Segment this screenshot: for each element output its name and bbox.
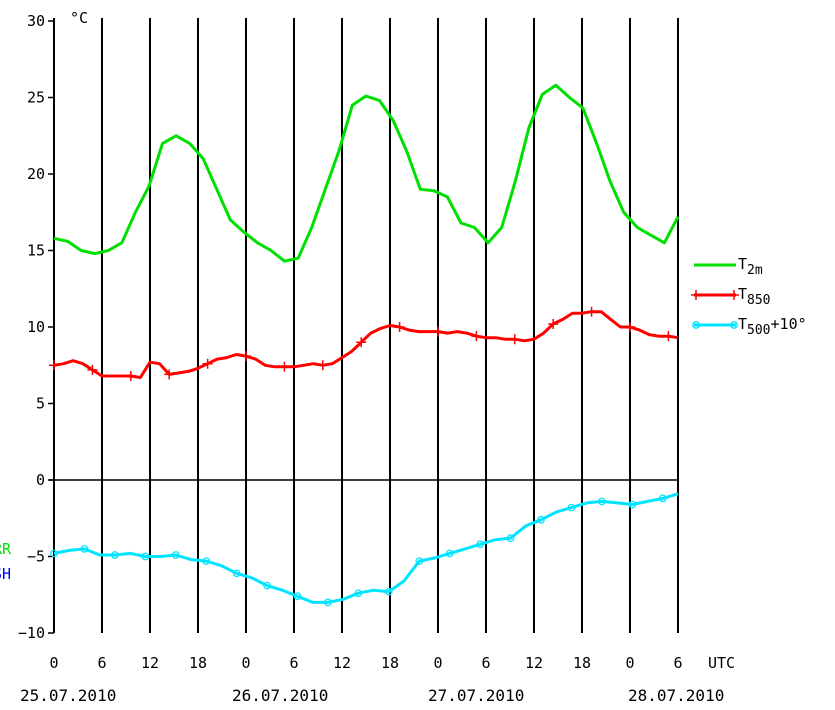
y-tick-label: 15 bbox=[27, 242, 45, 260]
y-tick-label: 25 bbox=[27, 89, 45, 107]
legend-marker-850 bbox=[729, 290, 739, 300]
data-point-850 bbox=[356, 337, 367, 348]
series-line-2m bbox=[53, 83, 680, 263]
data-point-500 bbox=[232, 569, 241, 578]
x-tick-label: 18 bbox=[189, 654, 207, 672]
data-point-500 bbox=[628, 500, 637, 509]
data-point-850 bbox=[279, 361, 290, 372]
x-tick-label: 6 bbox=[481, 654, 490, 672]
axis-labels: °C UTC RR SH 0 6 12 18 0 6 12 18 0 6 12 18 0 6 25.07.2… bbox=[0, 9, 735, 705]
data-point-500 bbox=[476, 540, 484, 549]
data-point-500 bbox=[293, 592, 302, 601]
y-tick-label: 5 bbox=[36, 395, 45, 413]
axes bbox=[48, 18, 678, 634]
data-point-500 bbox=[324, 598, 332, 607]
x-tick-label: 0 bbox=[625, 654, 634, 672]
x-tick-label: 6 bbox=[289, 654, 298, 672]
data-point-850 bbox=[125, 370, 136, 381]
data-point-850 bbox=[394, 322, 405, 332]
x-tick-label: 0 bbox=[433, 654, 442, 672]
data-point-850 bbox=[241, 351, 251, 362]
date-label: 27.07.2010 bbox=[428, 686, 524, 705]
legend: T2m T850 T500+10° bbox=[691, 255, 807, 338]
left-label-rr: RR bbox=[0, 540, 12, 558]
x-tick-label: 12 bbox=[141, 654, 159, 672]
time-unit-label: UTC bbox=[708, 654, 735, 672]
y-tick-label: 0 bbox=[36, 471, 45, 489]
y-tick-label: 20 bbox=[27, 165, 45, 183]
data-point-500 bbox=[141, 552, 150, 561]
data-point-850 bbox=[625, 322, 635, 332]
x-tick-label: 6 bbox=[673, 654, 682, 672]
legend-label-500: T500+10° bbox=[738, 315, 807, 338]
y-tick-label: 30 bbox=[27, 12, 45, 30]
x-tick-label: 0 bbox=[241, 654, 250, 672]
data-point-500 bbox=[506, 534, 515, 542]
data-point-500 bbox=[171, 551, 180, 559]
data-point-850 bbox=[49, 360, 59, 371]
legend-marker-500 bbox=[692, 321, 700, 329]
data-point-500 bbox=[537, 515, 545, 524]
data-point-500 bbox=[445, 549, 454, 558]
x-tick-label: 0 bbox=[49, 654, 58, 672]
legend-label-2m: T2m bbox=[738, 255, 763, 278]
data-point-500 bbox=[567, 503, 576, 512]
series-lines bbox=[49, 83, 680, 607]
x-tick-label: 6 bbox=[97, 654, 106, 672]
data-point-850 bbox=[202, 358, 213, 369]
grid-lines bbox=[101, 18, 679, 633]
left-label-sh: SH bbox=[0, 565, 11, 583]
data-point-850 bbox=[87, 364, 98, 375]
unit-label: °C bbox=[70, 9, 88, 27]
data-point-500 bbox=[354, 589, 363, 598]
data-point-850 bbox=[317, 360, 328, 371]
y-tick-label: −10 bbox=[18, 624, 45, 642]
x-tick-label: 18 bbox=[573, 654, 591, 672]
date-label: 28.07.2010 bbox=[628, 686, 724, 705]
data-point-500 bbox=[415, 557, 424, 565]
series-line-850 bbox=[53, 310, 679, 379]
date-label: 25.07.2010 bbox=[20, 686, 116, 705]
x-tick-label: 12 bbox=[333, 654, 351, 672]
legend-label-850: T850 bbox=[738, 285, 771, 308]
legend-marker-850 bbox=[691, 290, 701, 300]
data-point-850 bbox=[471, 331, 482, 342]
data-point-850 bbox=[164, 369, 175, 380]
data-point-500 bbox=[50, 549, 58, 558]
y-tick-label: −5 bbox=[27, 548, 45, 566]
data-point-500 bbox=[658, 494, 667, 503]
legend-marker-500 bbox=[730, 321, 738, 329]
data-point-500 bbox=[598, 497, 606, 506]
data-point-850 bbox=[433, 326, 443, 337]
data-point-500 bbox=[111, 551, 119, 559]
x-tick-label: 12 bbox=[525, 654, 543, 672]
data-point-850 bbox=[548, 318, 559, 329]
data-point-850 bbox=[509, 334, 520, 345]
x-tick-label: 18 bbox=[381, 654, 399, 672]
series-line-500 bbox=[53, 492, 679, 604]
y-tick-label: 10 bbox=[27, 318, 45, 336]
data-point-850 bbox=[586, 306, 597, 317]
data-point-500 bbox=[384, 587, 393, 596]
data-point-500 bbox=[80, 544, 89, 553]
data-point-500 bbox=[263, 581, 271, 590]
data-point-850 bbox=[663, 331, 674, 342]
data-point-500 bbox=[202, 557, 211, 565]
date-label: 26.07.2010 bbox=[232, 686, 328, 705]
